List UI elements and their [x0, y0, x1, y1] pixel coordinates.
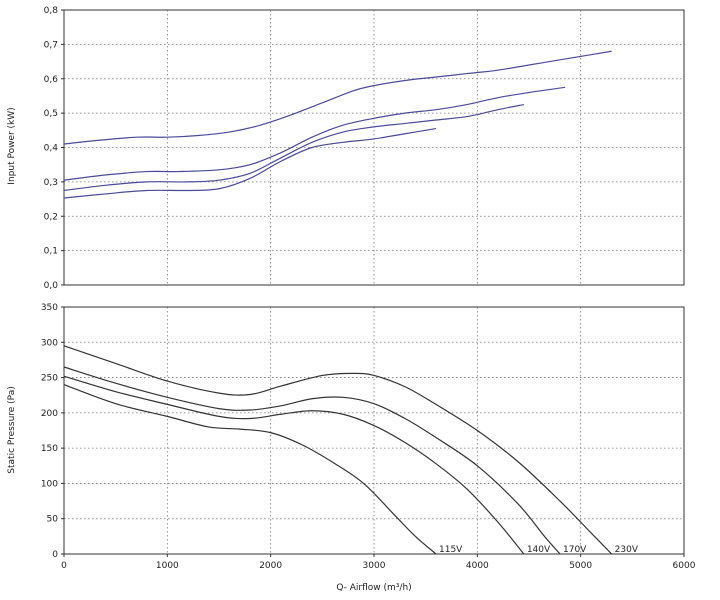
pressure-series-line-2 [63, 366, 561, 555]
power-series-line-2 [63, 86, 566, 181]
power-y-tick-label: 0,6 [44, 75, 59, 85]
curve-label-140v: 140V [527, 545, 551, 555]
curve-label-170v: 170V [563, 545, 587, 555]
input-power-panel: 0,0 0,1 0,2 0,3 0,4 0,5 0,6 0,7 0,8 [44, 6, 685, 291]
pressure-x-tick-label: 1000 [156, 561, 179, 571]
pressure-x-tick-label: 5000 [569, 561, 592, 571]
pressure-x-tick-label: 6000 [673, 561, 696, 571]
input-power-axis-title: Input Power (kW) [7, 107, 17, 184]
power-y-tick-label: 0,7 [44, 40, 58, 50]
pressure-series-line-1 [63, 345, 613, 555]
power-y-tick-label: 0,0 [44, 281, 59, 291]
power-series-line-1 [63, 50, 612, 145]
pressure-x-tick-label: 0 [61, 561, 67, 571]
airflow-axis-title: Q- Airflow (m³/h) [336, 583, 411, 593]
curve-label-230v: 230V [615, 545, 639, 555]
pressure-y-tick-label: 150 [41, 444, 58, 454]
power-series-line-4 [63, 127, 437, 199]
power-y-tick-label: 0,8 [44, 6, 59, 16]
pressure-y-tick-label: 0 [52, 550, 58, 560]
pressure-y-tick-label: 350 [41, 303, 58, 313]
static-pressure-axis-title: Static Pressure (Pa) [7, 386, 17, 473]
pressure-series-line-3 [63, 375, 525, 555]
power-y-tick-label: 0,2 [44, 212, 58, 222]
pressure-y-tick-label: 250 [41, 374, 58, 384]
power-series-line-3 [63, 103, 524, 192]
pressure-y-tick-label: 200 [41, 409, 58, 419]
curve-label-115v: 115V [439, 545, 463, 555]
pressure-y-tick-label: 50 [47, 515, 59, 525]
pressure-series-line-4 [63, 384, 437, 555]
pressure-y-tick-label: 300 [41, 338, 58, 348]
pressure-x-tick-label: 3000 [363, 561, 386, 571]
pressure-y-tick-label: 100 [41, 479, 58, 489]
power-y-tick-label: 0,1 [44, 247, 58, 257]
power-y-tick-label: 0,3 [44, 178, 58, 188]
power-y-tick-label: 0,5 [44, 109, 58, 119]
pressure-x-tick-label: 2000 [259, 561, 282, 571]
pressure-x-tick-label: 4000 [466, 561, 489, 571]
power-y-tick-label: 0,4 [44, 144, 59, 154]
static-pressure-panel: 0 50 100 150 200 250 300 350 0 1000 2000 3000 4000 50… [41, 303, 696, 571]
